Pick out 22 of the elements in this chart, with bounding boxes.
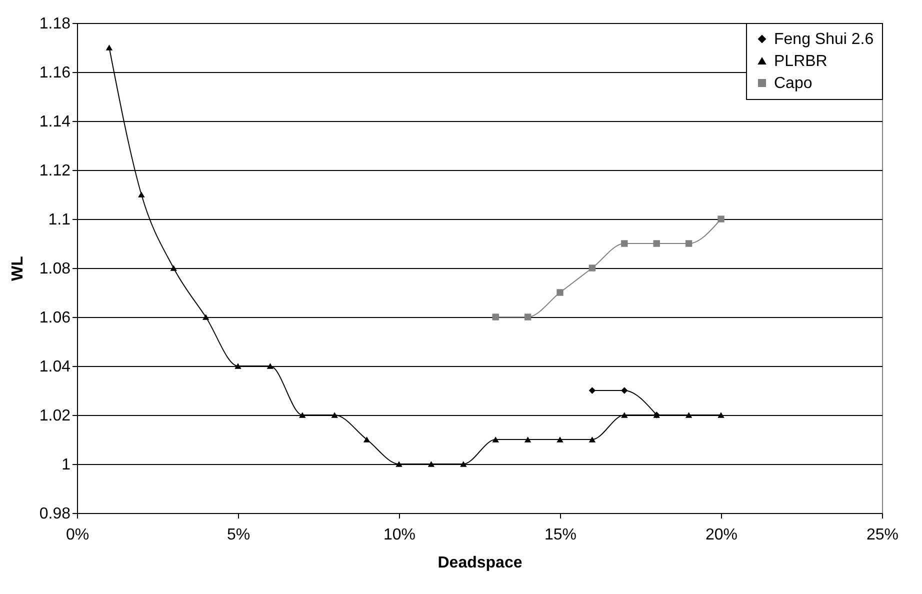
y-tick-label: 1.14 (39, 114, 71, 130)
x-tick-label: 5% (226, 526, 250, 544)
legend-label: PLRBR (774, 53, 828, 70)
x-tick-label: 15% (544, 526, 577, 544)
y-tick-label: 1.16 (39, 64, 71, 82)
x-tick-label: 25% (866, 526, 899, 544)
legend-label: Feng Shui 2.6 (774, 31, 874, 48)
y-tick-label: 1.1 (48, 212, 71, 228)
x-axis-title: Deadspace (438, 554, 522, 572)
x-tick-label: 10% (383, 526, 416, 544)
y-tick-label: 0.98 (39, 506, 71, 522)
y-tick-label: 1.04 (39, 358, 71, 376)
y-axis-title: WL (9, 256, 26, 281)
y-tick-label: 1.08 (39, 260, 71, 278)
y-tick-label: 1.02 (39, 408, 71, 424)
y-tick-label: 1.06 (39, 310, 71, 326)
y-tick-label: 1.12 (39, 162, 71, 180)
y-tick-label: 1.18 (39, 16, 71, 32)
legend-label: Capo (774, 75, 812, 92)
y-tick-label: 1 (62, 456, 71, 474)
x-tick-label: 0% (66, 526, 90, 544)
x-tick-label: 20% (705, 526, 738, 544)
